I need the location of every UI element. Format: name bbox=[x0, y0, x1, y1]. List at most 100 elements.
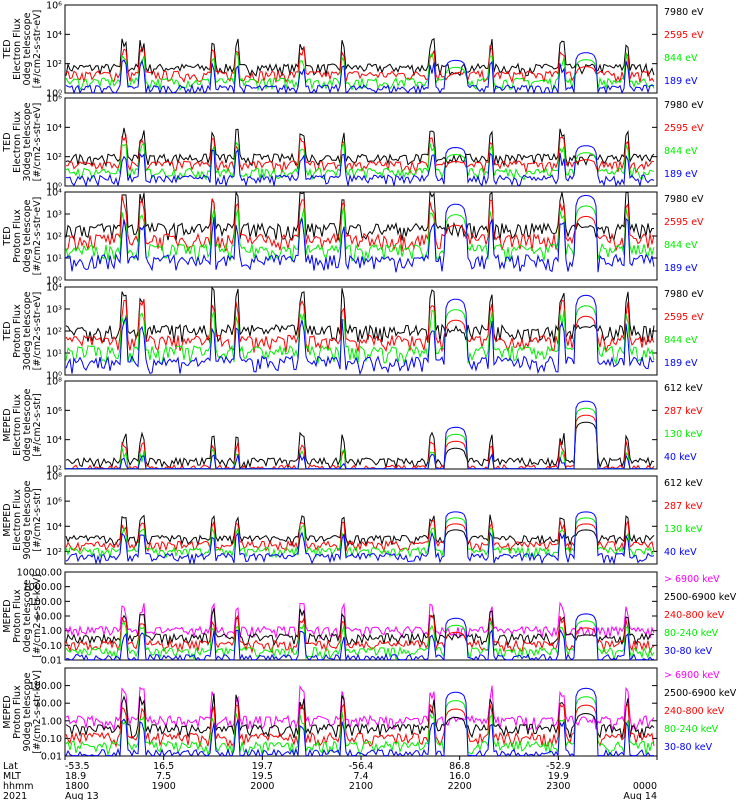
x-row-title: hhmm bbox=[3, 781, 34, 792]
y-tick-label: 10¹ bbox=[46, 254, 62, 265]
series-line bbox=[65, 194, 655, 273]
panel-frame bbox=[64, 667, 658, 757]
x-tick-label: 2100 bbox=[349, 781, 373, 792]
x-tick-label: 86.8 bbox=[449, 761, 470, 772]
y-axis-label: [#/cm2-s-str-eV] bbox=[32, 292, 43, 371]
y-axis-label: [#/cm2-s-str-eV] bbox=[32, 103, 43, 182]
legend-entry: 240-800 keV bbox=[664, 706, 725, 717]
series-line bbox=[65, 684, 655, 732]
y-tick-label: 10³ bbox=[46, 210, 62, 221]
x-tick-label: 19.5 bbox=[252, 771, 273, 782]
x-tick-label: 2300 bbox=[546, 781, 570, 792]
y-axis-label: TED bbox=[2, 39, 13, 59]
x-tick-label: 7.4 bbox=[353, 771, 368, 782]
series-line bbox=[65, 190, 654, 242]
series-line bbox=[65, 52, 655, 95]
y-axis-label: MEPED bbox=[2, 695, 13, 728]
legend-entry: 844 eV bbox=[664, 240, 698, 251]
x-row-title: MLT bbox=[3, 771, 21, 782]
panel-frame bbox=[64, 97, 658, 187]
x-tick-label: -53.5 bbox=[65, 761, 90, 772]
x-tick-label: 2000 bbox=[250, 781, 274, 792]
y-tick-label: 10² bbox=[46, 152, 62, 163]
y-tick-label: 10⁶ bbox=[46, 406, 62, 417]
panel-7: 0.01 0.10 1.00 10.00 100.00 1000.00 10000.00 ME… bbox=[2, 568, 737, 667]
series-line bbox=[65, 305, 655, 365]
x-tick-label: 18.9 bbox=[65, 771, 86, 782]
legend-entry: 130 keV bbox=[664, 429, 703, 440]
legend-entry: 287 keV bbox=[664, 406, 703, 417]
y-axis-label: 0deg telescope bbox=[22, 199, 33, 272]
legend-entry: 40 keV bbox=[664, 547, 697, 558]
panel-4: 10⁰ 10¹ 10² 10³ 10⁴ TED Proton Flux 30deg teles… bbox=[2, 283, 704, 382]
y-axis-label: Electron Flux bbox=[12, 394, 23, 456]
legend-entry: 2595 eV bbox=[664, 312, 704, 323]
legend-entry: 7980 eV bbox=[664, 100, 704, 111]
y-tick-label: 10⁴ bbox=[46, 30, 62, 41]
series-line bbox=[65, 693, 655, 740]
y-tick-label: 10² bbox=[46, 59, 62, 70]
panel-2: 10⁰ 10² 10⁴ 10⁶ TED Electron Flux 30deg telesc… bbox=[2, 94, 704, 193]
y-axis-label: TED bbox=[2, 132, 13, 152]
series-line bbox=[65, 613, 655, 662]
y-axis-label: [#/cm2-s-str-eV] bbox=[32, 10, 43, 89]
y-tick-label: 10⁴ bbox=[46, 522, 62, 533]
legend-entry: 2595 eV bbox=[664, 123, 704, 134]
y-tick-label: 10³ bbox=[46, 305, 62, 316]
series-line bbox=[65, 145, 655, 188]
legend-entry: 189 eV bbox=[664, 263, 698, 274]
legend-entry: 80-240 keV bbox=[664, 724, 719, 735]
series-line bbox=[65, 205, 655, 263]
legend-entry: 189 eV bbox=[664, 169, 698, 180]
y-tick-label: 1000.00 bbox=[23, 582, 62, 593]
y-tick-label: 0.01 bbox=[41, 752, 62, 763]
y-axis-label: 90deg telescope bbox=[22, 672, 33, 751]
y-axis-label: 30deg telescope bbox=[22, 102, 33, 181]
y-axis-label: [#/cm2-s-str-eV] bbox=[32, 197, 43, 276]
y-tick-label: 10⁰ bbox=[46, 89, 62, 100]
y-axis-label: MEPED bbox=[2, 599, 13, 632]
y-tick-label: 10¹ bbox=[46, 349, 62, 360]
legend-entry: 2595 eV bbox=[664, 217, 704, 228]
legend-entry: 2500-6900 keV bbox=[664, 688, 737, 699]
y-tick-label: 10⁴ bbox=[46, 188, 62, 199]
panel-frame bbox=[64, 475, 658, 565]
y-tick-label: 0.01 bbox=[41, 656, 62, 667]
legend-entry: 7980 eV bbox=[664, 289, 704, 300]
y-axis-label: Electron Flux bbox=[12, 111, 23, 173]
panel-frame bbox=[64, 380, 658, 470]
series-line bbox=[65, 614, 655, 654]
y-axis-label: Electron Flux bbox=[12, 18, 23, 80]
series-line bbox=[65, 50, 655, 92]
y-tick-label: 10² bbox=[46, 465, 62, 476]
panel-5: 10² 10⁴ 10⁶ 10⁸ MEPED Electron Flux 0deg teles… bbox=[2, 377, 703, 476]
y-tick-label: 10⁴ bbox=[46, 283, 62, 294]
y-tick-label: 10² bbox=[46, 232, 62, 243]
series-line bbox=[65, 286, 655, 343]
y-tick-label: 10⁶ bbox=[46, 94, 62, 105]
y-axis-label: Proton Flux bbox=[12, 685, 23, 739]
legend-entry: 80-240 keV bbox=[664, 628, 719, 639]
y-axis-label: 30deg telescope bbox=[22, 291, 33, 370]
x-row-title: 2021 bbox=[3, 791, 27, 800]
series-line bbox=[65, 519, 655, 554]
series-line bbox=[65, 511, 655, 566]
legend-entry: 612 keV bbox=[664, 478, 703, 489]
legend-entry: 30-80 keV bbox=[664, 646, 713, 657]
x-tick-label: 1900 bbox=[152, 781, 176, 792]
series-line bbox=[65, 421, 655, 470]
panel-8: 0.01 0.10 1.00 10.00 100.00 MEPED Proton Flux 9… bbox=[2, 667, 737, 763]
x-tick-label: 7.5 bbox=[156, 771, 171, 782]
legend-entry: 130 keV bbox=[664, 524, 703, 535]
series-line bbox=[65, 696, 655, 757]
y-tick-label: 10⁰ bbox=[46, 182, 62, 193]
x-tick-label: 0000 bbox=[633, 781, 657, 792]
y-axis-label: Electron Flux bbox=[12, 489, 23, 551]
legend-entry: > 6900 keV bbox=[664, 574, 720, 585]
y-tick-label: 10⁶ bbox=[46, 1, 62, 12]
x-tick-label: 16.0 bbox=[449, 771, 470, 782]
legend-entry: 40 keV bbox=[664, 452, 697, 463]
panel-frame bbox=[64, 4, 658, 94]
legend-entry: 7980 eV bbox=[664, 7, 704, 18]
x-tick-label: 1800 bbox=[65, 781, 89, 792]
